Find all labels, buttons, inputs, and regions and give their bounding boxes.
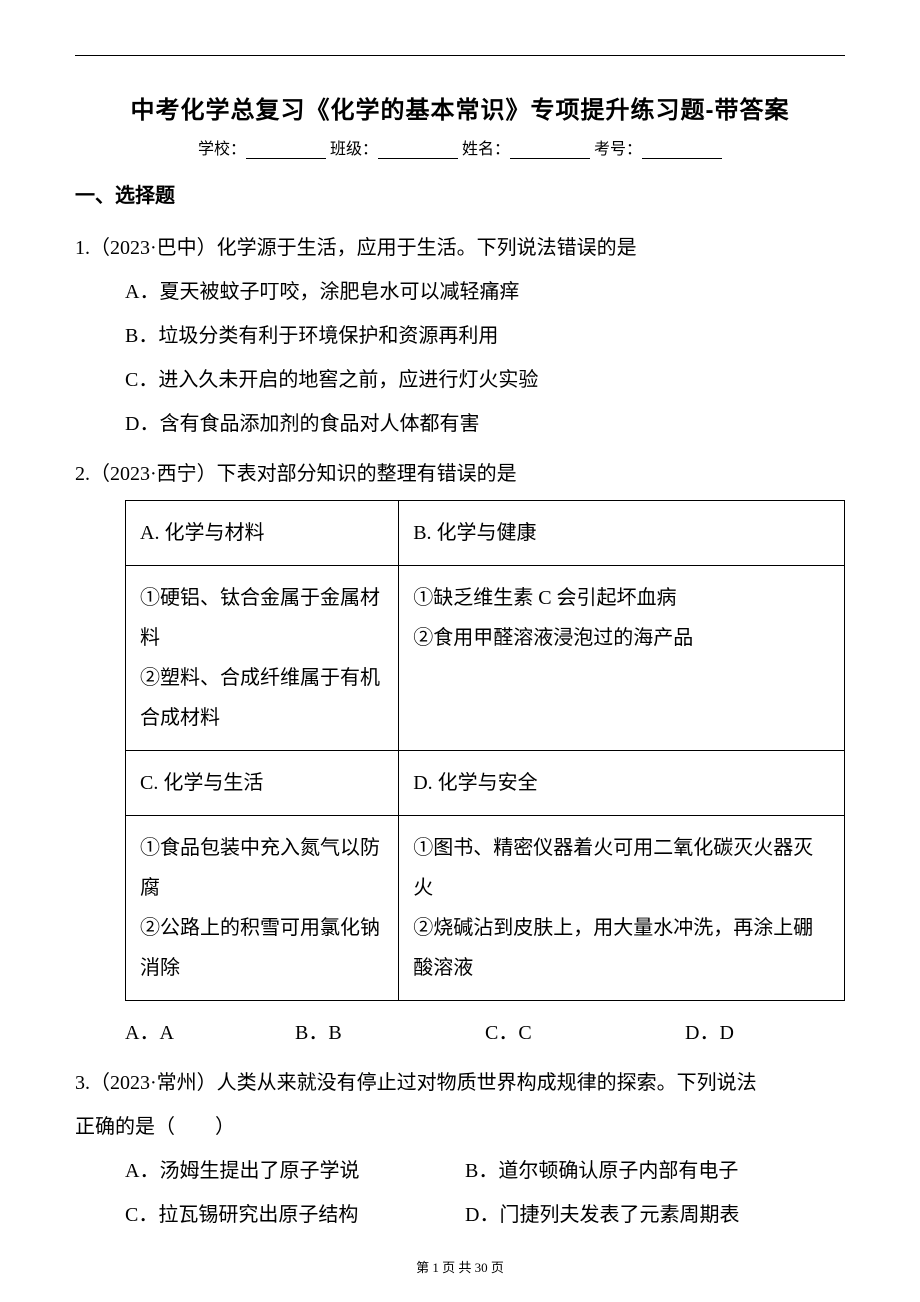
q3-option-a: A．汤姆生提出了原子学说 xyxy=(125,1149,465,1193)
question-3: 3.（2023·常州）人类从来就没有停止过对物质世界构成规律的探索。下列说法 正… xyxy=(75,1061,845,1237)
q3-option-b: B．道尔顿确认原子内部有电子 xyxy=(465,1149,738,1193)
q2-cell-d-body: ①图书、精密仪器着火可用二氧化碳灭火器灭火 ②烧碱沾到皮肤上，用大量水冲洗，再涂… xyxy=(399,816,845,1001)
exam-no-blank xyxy=(642,143,722,159)
q2-cell-c-body: ①食品包装中充入氮气以防腐 ②公路上的积雪可用氯化钠消除 xyxy=(126,816,399,1001)
q1-stem: 1.（2023·巴中）化学源于生活，应用于生活。下列说法错误的是 xyxy=(75,226,845,270)
q3-option-c: C．拉瓦锡研究出原子结构 xyxy=(125,1193,465,1237)
q1-option-c: C．进入久未开启的地窖之前，应进行灯火实验 xyxy=(75,358,845,402)
q2-table: A. 化学与材料 B. 化学与健康 ①硬铝、钛合金属于金属材料 ②塑料、合成纤维… xyxy=(125,500,845,1001)
class-label: 班级： xyxy=(330,141,378,158)
q3-option-d: D．门捷列夫发表了元素周期表 xyxy=(465,1193,739,1237)
exam-no-label: 考号： xyxy=(594,141,642,158)
q2-option-a: A．A xyxy=(125,1011,295,1055)
footer-middle: 页 共 xyxy=(439,1260,475,1275)
class-blank xyxy=(378,143,458,159)
footer-prefix: 第 xyxy=(416,1260,432,1275)
question-2: 2.（2023·西宁）下表对部分知识的整理有错误的是 A. 化学与材料 B. 化… xyxy=(75,452,845,1055)
school-blank xyxy=(246,143,326,159)
q2-cell-c-header: C. 化学与生活 xyxy=(126,751,399,816)
q2-cell-a-header: A. 化学与材料 xyxy=(126,501,399,566)
student-info-row: 学校： 班级： 姓名： 考号： xyxy=(75,135,845,159)
header-line xyxy=(75,55,845,56)
question-1: 1.（2023·巴中）化学源于生活，应用于生活。下列说法错误的是 A．夏天被蚊子… xyxy=(75,226,845,446)
q2-option-d: D．D xyxy=(685,1011,734,1055)
q3-stem-line2: 正确的是（ ） xyxy=(75,1105,845,1149)
name-label: 姓名： xyxy=(462,141,510,158)
q2-cell-b-header: B. 化学与健康 xyxy=(399,501,845,566)
q2-cell-b-body: ①缺乏维生素 C 会引起坏血病 ②食用甲醛溶液浸泡过的海产品 xyxy=(399,566,845,751)
q3-options: A．汤姆生提出了原子学说 B．道尔顿确认原子内部有电子 C．拉瓦锡研究出原子结构… xyxy=(75,1149,845,1237)
q3-stem-line1: 3.（2023·常州）人类从来就没有停止过对物质世界构成规律的探索。下列说法 xyxy=(75,1061,845,1105)
q2-option-c: C．C xyxy=(485,1011,685,1055)
footer-total: 30 xyxy=(475,1260,488,1275)
q2-option-b: B．B xyxy=(295,1011,485,1055)
page-footer: 第 1 页 共 30 页 xyxy=(0,1257,920,1276)
q2-cell-a-body: ①硬铝、钛合金属于金属材料 ②塑料、合成纤维属于有机合成材料 xyxy=(126,566,399,751)
footer-suffix: 页 xyxy=(488,1260,504,1275)
school-label: 学校： xyxy=(198,141,246,158)
q1-option-a: A．夏天被蚊子叮咬，涂肥皂水可以减轻痛痒 xyxy=(75,270,845,314)
q1-option-d: D．含有食品添加剂的食品对人体都有害 xyxy=(75,402,845,446)
document-title: 中考化学总复习《化学的基本常识》专项提升练习题-带答案 xyxy=(75,90,845,125)
name-blank xyxy=(510,143,590,159)
q2-stem: 2.（2023·西宁）下表对部分知识的整理有错误的是 xyxy=(75,452,845,496)
q1-option-b: B．垃圾分类有利于环境保护和资源再利用 xyxy=(75,314,845,358)
q2-cell-d-header: D. 化学与安全 xyxy=(399,751,845,816)
q2-options-row: A．A B．B C．C D．D xyxy=(75,1011,845,1055)
q2-table-wrapper: A. 化学与材料 B. 化学与健康 ①硬铝、钛合金属于金属材料 ②塑料、合成纤维… xyxy=(75,500,845,1001)
section-heading-1: 一、选择题 xyxy=(75,179,845,208)
